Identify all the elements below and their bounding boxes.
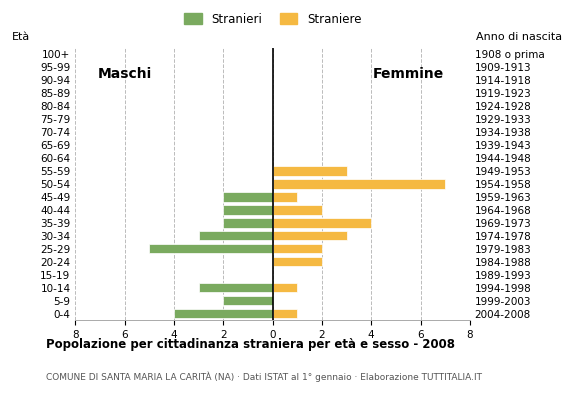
Bar — [223, 296, 273, 305]
Bar — [273, 205, 322, 214]
Bar — [273, 218, 371, 228]
Bar — [273, 283, 297, 292]
Bar — [198, 283, 273, 292]
Bar — [273, 257, 322, 266]
Text: COMUNE DI SANTA MARIA LA CARITÀ (NA) · Dati ISTAT al 1° gennaio · Elaborazione T: COMUNE DI SANTA MARIA LA CARITÀ (NA) · D… — [46, 372, 483, 382]
Text: Età: Età — [12, 32, 30, 42]
Bar — [174, 309, 273, 318]
Bar — [273, 309, 297, 318]
Bar — [150, 244, 273, 254]
Bar — [273, 231, 347, 240]
Bar — [273, 244, 322, 254]
Legend: Stranieri, Straniere: Stranieri, Straniere — [179, 8, 366, 30]
Text: Maschi: Maschi — [97, 67, 152, 81]
Bar — [273, 166, 347, 176]
Bar — [198, 231, 273, 240]
Text: Femmine: Femmine — [372, 67, 444, 81]
Bar — [223, 192, 273, 202]
Text: Popolazione per cittadinanza straniera per età e sesso - 2008: Popolazione per cittadinanza straniera p… — [46, 338, 455, 351]
Text: Anno di nascita: Anno di nascita — [476, 32, 561, 42]
Bar — [223, 218, 273, 228]
Bar — [273, 192, 297, 202]
Bar — [223, 205, 273, 214]
Bar — [273, 179, 445, 189]
